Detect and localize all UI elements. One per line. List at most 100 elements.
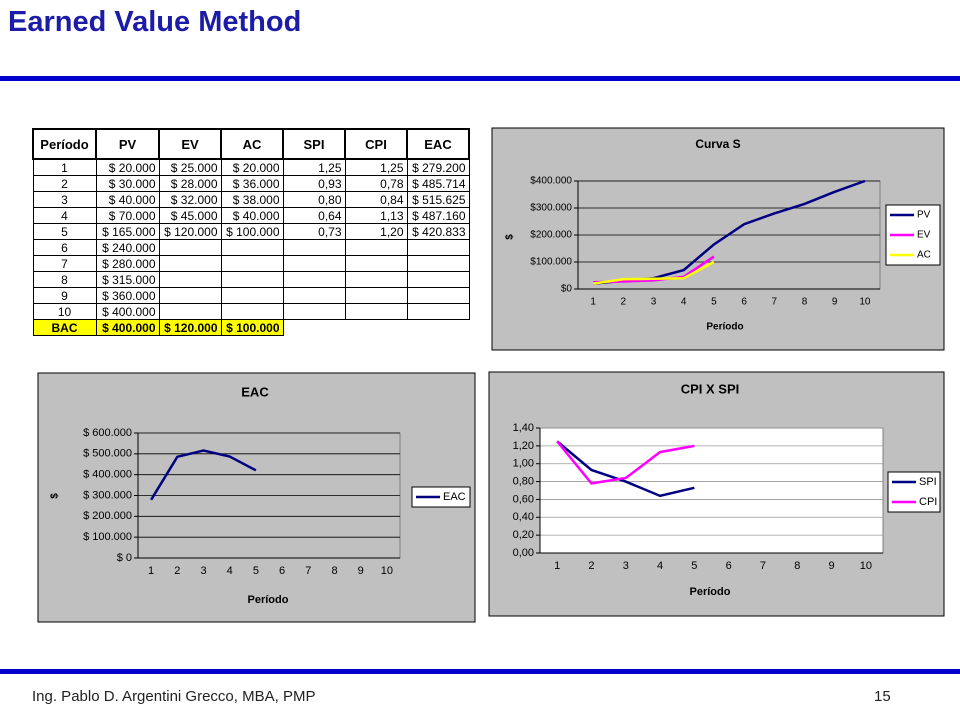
y-tick-label: $ 500.000 bbox=[83, 448, 132, 460]
column-header: EV bbox=[158, 128, 222, 160]
x-axis-label: Período bbox=[706, 322, 743, 333]
y-tick-label: $ 400.000 bbox=[83, 469, 132, 481]
legend-label: PV bbox=[917, 210, 931, 221]
x-tick-label: 3 bbox=[623, 560, 629, 572]
table-cell: 0,78 bbox=[344, 175, 408, 192]
data-line bbox=[556, 440, 695, 498]
slide-title: Earned Value Method bbox=[8, 6, 302, 38]
x-tick-label: 6 bbox=[279, 565, 285, 577]
x-tick-label: 4 bbox=[681, 297, 687, 308]
x-tick-label: 7 bbox=[772, 297, 778, 308]
table-cell: $ 25.000 bbox=[158, 158, 222, 176]
x-tick-label: 2 bbox=[174, 565, 180, 577]
y-tick-label: 0,60 bbox=[513, 493, 534, 505]
table-cell: BAC bbox=[32, 319, 97, 336]
column-header: EAC bbox=[406, 128, 470, 160]
x-tick-label: 6 bbox=[726, 560, 732, 572]
column-header: AC bbox=[220, 128, 284, 160]
x-tick-label: 8 bbox=[802, 297, 808, 308]
x-tick-label: 9 bbox=[832, 297, 838, 308]
table-cell: $ 360.000 bbox=[95, 287, 160, 304]
y-tick-label: $100.000 bbox=[530, 257, 572, 268]
data-line bbox=[150, 449, 257, 501]
table-cell: 0,64 bbox=[282, 207, 346, 224]
y-tick-label: $400.000 bbox=[530, 176, 572, 187]
x-tick-label: 5 bbox=[711, 297, 717, 308]
x-tick-label: 1 bbox=[554, 560, 560, 572]
x-tick-label: 1 bbox=[590, 297, 596, 308]
x-tick-label: 3 bbox=[200, 565, 206, 577]
chart-title: Curva S bbox=[695, 137, 740, 151]
footer-author: Ing. Pablo D. Argentini Grecco, MBA, PMP bbox=[32, 688, 316, 705]
y-axis-label: $ bbox=[50, 493, 61, 499]
page-number: 15 bbox=[874, 688, 891, 705]
table-cell: $ 400.000 bbox=[95, 319, 160, 336]
y-tick-label: $ 600.000 bbox=[83, 427, 132, 439]
legend-label: SPI bbox=[919, 476, 937, 488]
column-header: SPI bbox=[282, 128, 346, 160]
x-axis-label: Período bbox=[690, 586, 731, 598]
table-cell: 0,84 bbox=[344, 191, 408, 208]
x-tick-label: 4 bbox=[227, 565, 233, 577]
y-tick-label: 0,00 bbox=[513, 547, 534, 559]
x-tick-label: 1 bbox=[148, 565, 154, 577]
table-cell: $ 315.000 bbox=[95, 271, 160, 288]
table-cell: 1,20 bbox=[344, 223, 408, 240]
x-tick-label: 2 bbox=[588, 560, 594, 572]
y-tick-label: 1,00 bbox=[513, 458, 534, 470]
data-table: Período PV EV AC SPI CPI EAC 1 $ 20.000 $ 25.000 $… bbox=[32, 128, 470, 336]
x-tick-label: 7 bbox=[760, 560, 766, 572]
legend-box bbox=[887, 471, 941, 513]
x-tick-label: 4 bbox=[657, 560, 663, 572]
legend-label: CPI bbox=[919, 496, 937, 508]
column-header: CPI bbox=[344, 128, 408, 160]
column-header: Período bbox=[32, 128, 97, 160]
x-tick-label: 8 bbox=[331, 565, 337, 577]
table-cell: $ 515.625 bbox=[406, 191, 470, 208]
y-tick-label: $200.000 bbox=[530, 230, 572, 241]
x-tick-label: 9 bbox=[828, 560, 834, 572]
table-cell: $ 487.160 bbox=[406, 207, 470, 224]
top-rule bbox=[0, 76, 960, 81]
table-cell: $ 20.000 bbox=[95, 158, 160, 176]
y-tick-label: $300.000 bbox=[530, 203, 572, 214]
x-tick-label: 3 bbox=[651, 297, 657, 308]
x-tick-label: 6 bbox=[741, 297, 747, 308]
table-cell: $ 38.000 bbox=[220, 191, 284, 208]
y-tick-label: $0 bbox=[561, 284, 573, 295]
data-line bbox=[592, 260, 715, 285]
x-tick-label: 7 bbox=[305, 565, 311, 577]
y-tick-label: $ 0 bbox=[117, 552, 132, 564]
table-cell: 10 bbox=[32, 303, 97, 320]
chart-title: EAC bbox=[241, 384, 269, 399]
y-tick-label: 0,20 bbox=[513, 529, 534, 541]
table-cell: $ 100.000 bbox=[220, 319, 284, 336]
table-cell bbox=[406, 303, 470, 320]
y-tick-label: 0,40 bbox=[513, 511, 534, 523]
legend-box bbox=[411, 486, 471, 508]
chart-title: CPI X SPI bbox=[681, 381, 740, 396]
y-axis-label: $ bbox=[505, 234, 516, 240]
x-tick-label: 2 bbox=[621, 297, 627, 308]
plot-area bbox=[539, 427, 884, 554]
x-tick-label: 9 bbox=[358, 565, 364, 577]
legend-label: EV bbox=[917, 230, 931, 241]
x-tick-label: 5 bbox=[691, 560, 697, 572]
x-axis-label: Período bbox=[248, 594, 289, 606]
y-tick-label: $ 100.000 bbox=[83, 531, 132, 543]
table-cell: $ 120.000 bbox=[158, 319, 222, 336]
x-tick-label: 10 bbox=[860, 560, 872, 572]
y-tick-label: 0,80 bbox=[513, 475, 534, 487]
bottom-rule bbox=[0, 669, 960, 674]
y-tick-label: $ 300.000 bbox=[83, 489, 132, 501]
x-tick-label: 8 bbox=[794, 560, 800, 572]
x-tick-label: 5 bbox=[253, 565, 259, 577]
y-tick-label: 1,40 bbox=[513, 422, 534, 434]
y-tick-label: $ 200.000 bbox=[83, 510, 132, 522]
table-cell: $ 30.000 bbox=[95, 175, 160, 192]
data-line bbox=[556, 440, 695, 485]
y-tick-label: 1,20 bbox=[513, 440, 534, 452]
column-header: PV bbox=[95, 128, 160, 160]
